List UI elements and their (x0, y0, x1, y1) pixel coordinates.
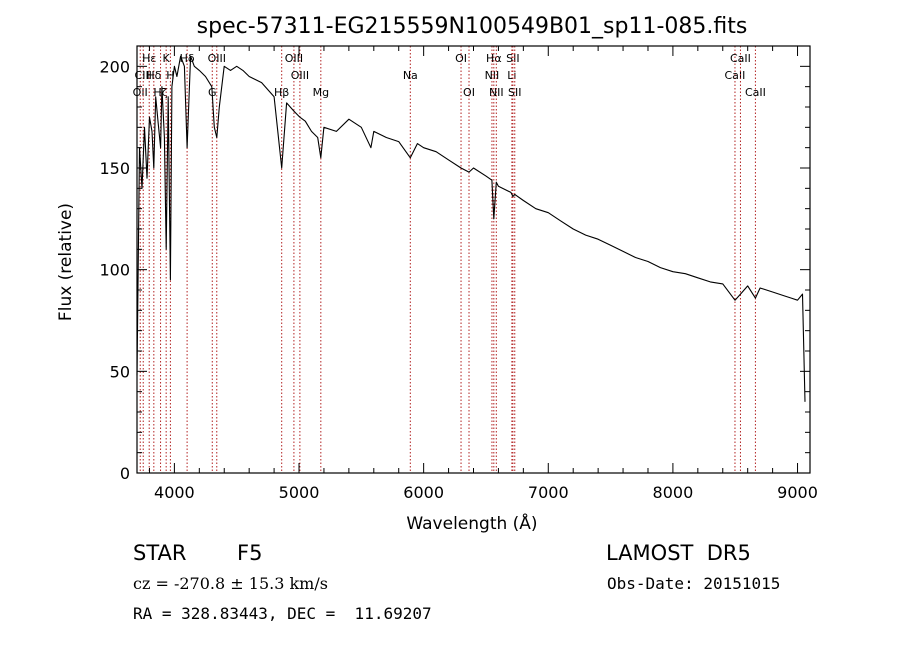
y-tick-label-1: 50 (110, 362, 130, 381)
marker-label-14: Na (403, 69, 418, 82)
marker-label-15: OI (455, 52, 467, 65)
redshift-velocity: cz = -270.8 ± 15.3 km/s (133, 574, 328, 593)
object-class: STAR (133, 541, 187, 565)
marker-label-1: CIII (135, 69, 152, 82)
marker-label-23: CaII (725, 69, 746, 82)
coordinates: RA = 328.83443, DEC = 11.69207 (133, 604, 432, 623)
marker-label-19: NII (489, 86, 504, 99)
survey-name: LAMOST DR5 (606, 541, 751, 565)
marker-label-22: SII (508, 86, 521, 99)
marker-label-21: SII (506, 52, 519, 65)
y-tick-label-3: 150 (99, 159, 130, 178)
marker-label-25: CaII (745, 86, 766, 99)
marker-label-9: OIII (208, 52, 226, 65)
marker-label-20: Li (507, 69, 516, 82)
marker-label-11: OIII (285, 52, 303, 65)
marker-label-10: Hβ (274, 86, 289, 99)
y-tick-label-2: 100 (99, 261, 130, 280)
x-tick-label-3: 7000 (528, 483, 569, 502)
marker-label-5: K (163, 52, 171, 65)
marker-label-6: H (166, 69, 174, 82)
marker-label-7: Hδ (180, 52, 195, 65)
x-tick-label-2: 6000 (403, 483, 444, 502)
y-axis-label: Flux (relative) (56, 203, 76, 321)
marker-label-17: NII (485, 69, 500, 82)
marker-label-13: Mg (313, 86, 329, 99)
chart-title: spec-57311-EG215559N100549B01_sp11-085.f… (197, 14, 748, 39)
marker-label-18: Hα (486, 52, 502, 65)
x-tick-label-5: 9000 (777, 483, 818, 502)
plot-frame (136, 45, 811, 474)
spectrum-line (136, 55, 806, 402)
x-tick-label-0: 4000 (154, 483, 195, 502)
marker-label-16: OI (463, 86, 475, 99)
emission-line-markers: OIICIIIHεHδHζKHHδGOIIIHβOIIIOIIIMgNaOIOI… (133, 46, 766, 473)
marker-label-2: Hε (142, 52, 156, 65)
marker-label-12: OIII (291, 69, 309, 82)
x-tick-label-4: 8000 (653, 483, 694, 502)
x-axis-label: Wavelength (Å) (406, 512, 537, 534)
marker-label-24: CaII (730, 52, 751, 65)
marker-label-3: Hδ (146, 69, 161, 82)
y-tick-label-0: 0 (120, 464, 130, 483)
y-tick-label-4: 200 (99, 57, 130, 76)
marker-label-0: OII (133, 86, 148, 99)
marker-label-4: Hζ (153, 86, 167, 99)
observation-date: Obs-Date: 20151015 (607, 574, 781, 593)
spectral-subclass: F5 (237, 541, 263, 565)
axis-ticks: 4000 5000 6000 7000 8000 9000 0 50 100 150 200 (99, 46, 818, 502)
x-tick-label-1: 5000 (279, 483, 320, 502)
